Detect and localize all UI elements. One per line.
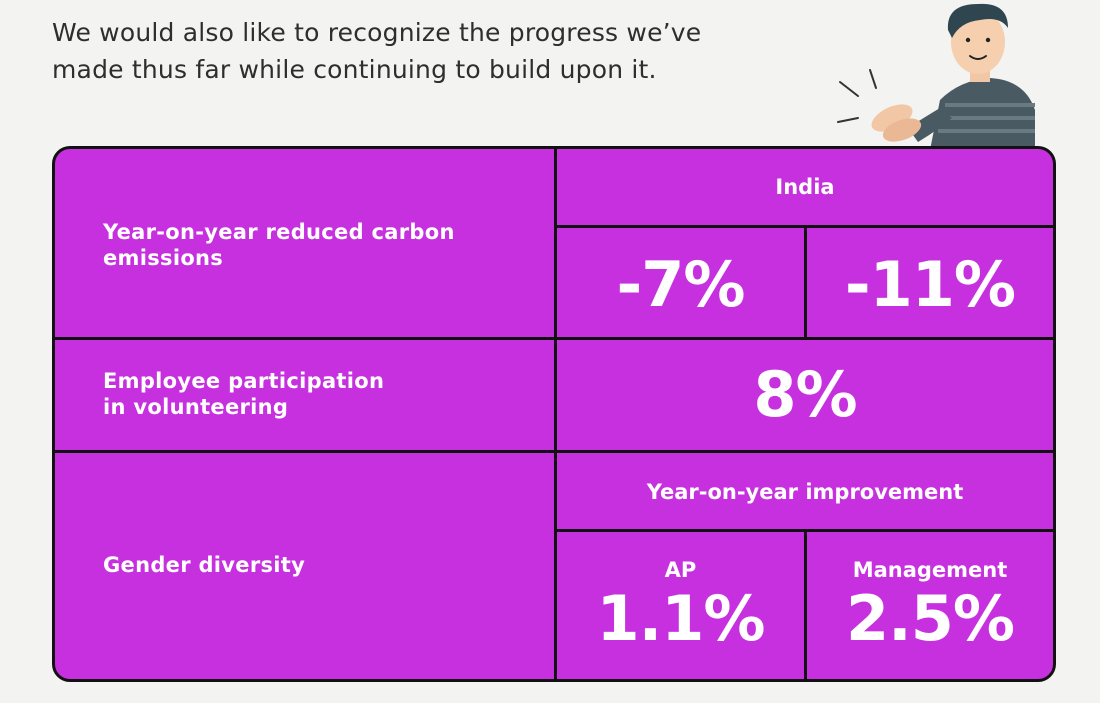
divider	[557, 225, 1053, 228]
row-label: Gender diversity	[103, 553, 306, 577]
metric-value: 1.1%	[596, 582, 766, 655]
row-carbon-label-cell: Year-on-year reduced carbon emissions	[55, 149, 554, 337]
row-carbon-header-cell: India	[557, 149, 1053, 225]
man-clapping-icon	[837, 3, 1035, 150]
metric-value: 2.5%	[846, 582, 1015, 655]
improvement-header: Year-on-year improvement	[646, 480, 964, 504]
row-label: Employee participation in volunteering	[103, 369, 385, 419]
metric-value: -7%	[616, 248, 746, 321]
row-volunteer-label-cell: Employee participation in volunteering	[55, 340, 554, 450]
metric-value: 8%	[753, 358, 857, 431]
row-label: Year-on-year reduced carbon emissions	[103, 220, 455, 270]
divider	[804, 227, 807, 339]
row-gender-management-cell: Management 2.5%	[807, 532, 1053, 679]
divider	[554, 149, 557, 679]
progress-table: Year-on-year reduced carbon emissions In…	[52, 146, 1056, 682]
region-header: India	[775, 175, 835, 199]
divider	[55, 450, 1053, 453]
sub-label: AP	[664, 558, 697, 582]
divider	[557, 529, 1053, 532]
divider	[55, 337, 1053, 340]
row-gender-label-cell: Gender diversity	[55, 453, 554, 679]
row-gender-header-cell: Year-on-year improvement	[557, 453, 1053, 529]
sub-label: Management	[852, 558, 1008, 582]
row-carbon-value-cell: -7%	[557, 228, 804, 337]
metric-value: -11%	[844, 248, 1016, 321]
row-carbon-value-cell: -11%	[807, 228, 1053, 337]
intro-text: We would also like to recognize the prog…	[52, 18, 702, 84]
row-gender-ap-cell: AP 1.1%	[557, 532, 804, 679]
row-volunteer-value-cell: 8%	[557, 340, 1053, 450]
divider	[804, 532, 807, 679]
